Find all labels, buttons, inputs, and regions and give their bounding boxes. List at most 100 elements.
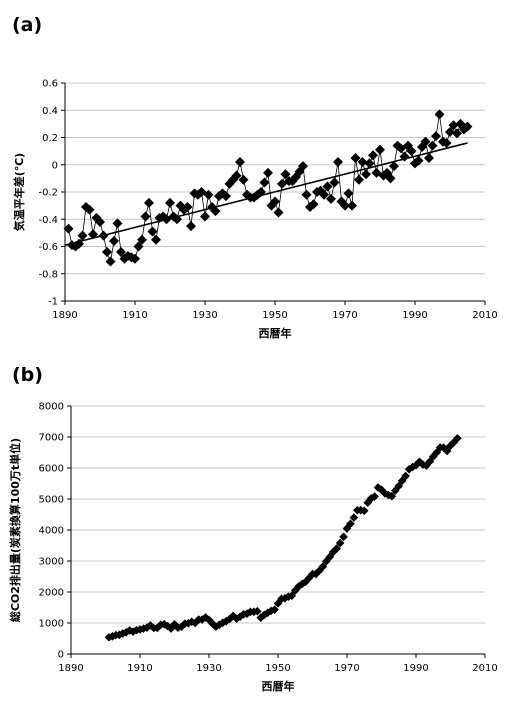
data-point [228,611,238,621]
data-point [304,573,314,583]
data-point [130,253,140,264]
data-point [270,605,279,614]
y-axis-title: 気温平年差(℃) [12,153,26,231]
data-point [354,174,364,185]
data-point [322,181,333,192]
data-point [420,136,431,147]
data-point [144,197,154,208]
data-point [238,174,249,185]
data-point [121,628,131,637]
data-point [200,211,210,222]
chart-a: 0.6 0.4 0.2 0 -0.2 -0.4 -0.6 -0.8 -1 1890 1910 1930… [12,79,498,341]
data-point [332,544,341,553]
data-point [339,532,348,542]
data-point [208,619,217,628]
data-point [133,241,144,252]
data-point [357,157,368,168]
data-point [431,131,441,142]
data-point [125,626,134,635]
data-point [311,569,321,579]
data-point [273,207,284,218]
x-tick-label: 1910 [122,310,147,321]
data-point [370,492,379,501]
data-point [235,612,245,622]
x-tick-label: 1990 [403,663,428,674]
y-tick-label: -0.6 [38,242,58,253]
data-point [434,109,445,120]
data-point [361,169,371,180]
data-point [253,606,262,616]
data-point [322,557,331,566]
data-point [394,481,404,491]
data-point [418,460,428,469]
data-point [335,538,345,548]
y-tick-label: 0 [58,650,64,661]
data-point [235,157,245,168]
data-point [287,591,297,601]
data-point [397,476,407,486]
data-point [109,236,119,247]
data-point [441,137,452,148]
data-point [142,623,152,632]
data-point [350,152,361,163]
y-tick-label: 6000 [39,464,64,475]
data-point [280,169,291,180]
data-point [221,191,231,202]
data-point [349,513,359,522]
data-point [452,128,462,139]
data-point [294,582,303,591]
data-point [326,193,336,204]
data-point [424,152,434,163]
data-point [140,211,151,222]
x-tick-label: 1950 [265,663,290,674]
data-point [112,218,123,229]
data-point [318,562,328,571]
x-tick-label: 1890 [52,310,77,321]
x-tick-label: 1970 [334,663,359,674]
data-point [263,167,273,178]
data-point [401,471,410,481]
data-point [259,177,270,188]
y-tick-label: 8000 [39,402,64,413]
data-point [173,623,183,632]
data-point [151,234,161,245]
data-point [380,489,390,498]
x-tick-label: 1930 [196,663,221,674]
data-point [377,485,386,494]
y-tick-label: 1000 [39,619,64,630]
data-point [190,618,200,628]
data-point [308,199,319,210]
x-axis-title: 西暦年 [259,326,292,340]
data-point [231,170,242,181]
data-point [266,606,276,616]
data-point [325,552,335,562]
x-tick-label: 1930 [192,310,217,321]
data-point [165,197,175,208]
data-point [366,494,376,503]
data-point [368,150,378,161]
data-point [105,256,116,267]
data-point [333,157,343,168]
data-point [203,189,214,200]
data-point [102,246,112,257]
data-point [363,498,372,508]
data-point [182,201,193,212]
x-tick-label: 2010 [472,663,497,674]
trend-line [64,142,468,246]
data-point [373,483,383,492]
data-point [137,234,147,245]
data-point [385,173,396,184]
data-point [297,579,307,589]
x-tick-label: 1950 [262,310,287,321]
data-point [391,486,400,495]
data-point [404,464,414,474]
panel-b-label: (b) [12,364,43,386]
y-tick-label: -1 [48,297,58,308]
data-point [329,177,340,188]
data-point [359,506,369,516]
data-point [387,491,397,501]
data-point [218,618,228,627]
y-tick-label: 0.6 [42,79,58,90]
data-point [406,146,417,157]
data-point [347,200,357,211]
